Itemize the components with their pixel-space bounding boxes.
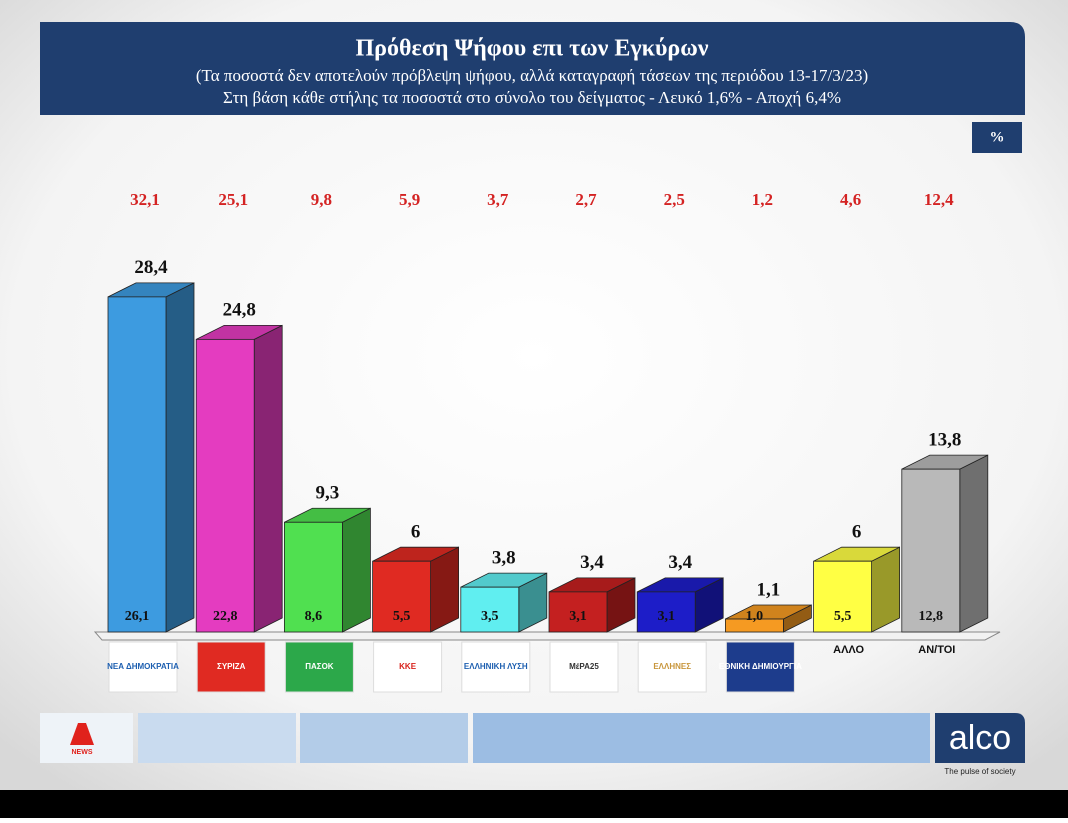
category-label: ΜέΡΑ25 — [569, 662, 599, 671]
party-logo — [373, 641, 443, 693]
value-label: 1,1 — [757, 579, 781, 600]
base-value-label: 5,5 — [834, 609, 852, 624]
category-label: ΝΕΑ ΔΗΜΟΚΡΑΤΙΑ — [107, 662, 179, 671]
base-value-label: 26,1 — [125, 609, 150, 624]
value-label: 3,4 — [668, 552, 692, 573]
base-value-label: 1,0 — [746, 609, 764, 624]
party-logo — [108, 641, 178, 693]
category-label: ΚΚΕ — [399, 662, 417, 671]
value-label: 6 — [852, 522, 862, 543]
party-logo — [725, 641, 795, 693]
value-label: 13,8 — [928, 430, 961, 451]
bar — [725, 618, 784, 633]
bar-side — [165, 282, 195, 633]
party-logo — [196, 641, 266, 693]
base-value-label: 8,6 — [305, 609, 323, 624]
chart-note: Στη βάση κάθε στήλης τα ποσοστά στο σύνο… — [223, 88, 841, 107]
bar — [195, 338, 255, 633]
bar — [372, 560, 432, 633]
base-value-label: 3,1 — [657, 609, 675, 624]
pollster-tagline: The pulse of society — [944, 767, 1015, 776]
top-value-label: 32,1 — [130, 190, 160, 209]
unit-label: % — [990, 129, 1005, 145]
footer-box — [473, 713, 930, 763]
top-value-label: 5,9 — [399, 190, 420, 209]
category-label: ΕΛΛΗΝΕΣ — [653, 662, 691, 671]
top-value-label: 25,1 — [218, 190, 248, 209]
bar — [901, 468, 961, 633]
bar — [636, 591, 696, 633]
pollster-name: alco — [949, 719, 1011, 757]
party-logo — [549, 641, 619, 693]
value-label: 28,4 — [134, 257, 168, 278]
unit-box — [972, 122, 1022, 153]
footer-box — [138, 713, 296, 763]
category-label: ΠΑΣΟΚ — [305, 662, 334, 671]
top-value-label: 3,7 — [487, 190, 509, 209]
floor — [93, 631, 1001, 641]
party-logo — [637, 641, 707, 693]
bar-side — [871, 546, 900, 633]
pollster-box — [935, 713, 1025, 763]
top-value-label: 1,2 — [752, 190, 773, 209]
value-label: 3,8 — [492, 548, 516, 569]
header-box — [40, 22, 1025, 115]
footer: NEWS alco The pulse of society — [40, 713, 1025, 776]
bar-side — [959, 454, 989, 633]
chart-subtitle: (Τα ποσοστά δεν αποτελούν πρόβλεψη ψήφου… — [196, 66, 868, 85]
top-value-label: 9,8 — [311, 190, 332, 209]
value-label: 9,3 — [316, 483, 340, 504]
category-label: ΑΛΛΟ — [833, 644, 864, 656]
base-value-label: 22,8 — [213, 609, 238, 624]
base-value-label: 12,8 — [919, 609, 944, 624]
footer-box — [300, 713, 468, 763]
bar-side — [253, 324, 283, 633]
bar — [813, 560, 872, 633]
top-value-label: 4,6 — [840, 190, 861, 209]
bar — [460, 586, 520, 633]
channel-logo — [70, 723, 94, 745]
base-value-label: 5,5 — [393, 609, 411, 624]
top-value-label: 12,4 — [924, 190, 954, 209]
value-label: 24,8 — [223, 300, 256, 321]
bar — [548, 591, 608, 633]
category-label: ΣΥΡΙΖΑ — [217, 662, 246, 671]
chart-title: Πρόθεση Ψήφου επι των Εγκύρων — [355, 36, 708, 62]
base-value-label: 3,5 — [481, 609, 499, 624]
category-label: ΕΘΝΙΚΗ ΔΗΜΙΟΥΡΓΙΑ — [719, 662, 802, 671]
bottom-strip — [0, 790, 1068, 818]
bar — [283, 521, 343, 633]
bar — [107, 296, 167, 633]
value-label: 6 — [411, 522, 421, 543]
party-logo — [284, 641, 354, 693]
bar-side — [342, 507, 371, 633]
top-value-label: 2,7 — [575, 190, 597, 209]
base-value-label: 3,1 — [569, 609, 587, 624]
bar-side — [430, 546, 459, 633]
party-logo — [461, 641, 531, 693]
value-label: 3,4 — [580, 552, 604, 573]
channel-name: NEWS — [72, 749, 93, 756]
category-label: ΕΛΛΗΝΙΚΗ ΛΥΣΗ — [464, 662, 528, 671]
top-value-label: 2,5 — [664, 190, 685, 209]
category-label: ΑΝ/ΤΟΙ — [918, 644, 955, 656]
